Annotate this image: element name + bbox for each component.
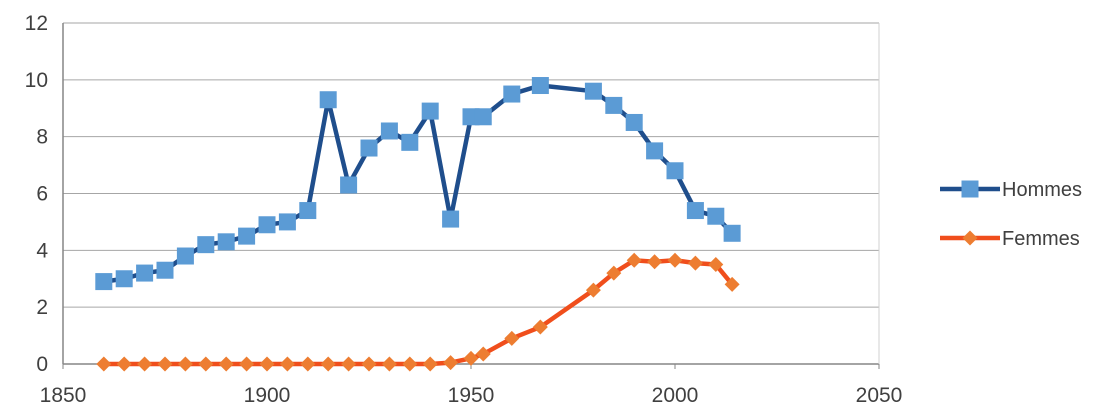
data-point <box>585 282 601 298</box>
legend: Hommes Femmes <box>940 179 1082 250</box>
y-tick-label: 6 <box>36 183 48 206</box>
data-point <box>606 265 622 281</box>
data-point <box>176 247 194 265</box>
x-tick-label: 2000 <box>652 384 699 407</box>
y-tick-label: 8 <box>36 126 48 149</box>
data-point <box>197 236 215 254</box>
data-point <box>340 176 358 194</box>
data-point <box>584 82 602 100</box>
data-point <box>402 356 418 372</box>
x-tick-label: 1850 <box>40 384 87 407</box>
data-point <box>198 356 214 372</box>
data-point <box>258 216 276 234</box>
data-point <box>475 346 491 362</box>
data-point <box>666 162 684 180</box>
x-tick-label: 2050 <box>856 384 903 407</box>
data-point <box>647 254 663 270</box>
data-point <box>239 356 255 372</box>
data-point <box>380 122 398 140</box>
data-point <box>723 224 741 242</box>
data-point <box>217 233 235 251</box>
data-point <box>299 202 317 220</box>
legend-marker <box>961 180 979 198</box>
data-point <box>319 91 337 109</box>
data-point <box>442 210 460 228</box>
data-point <box>625 113 643 131</box>
tick-labels: 0 2 4 6 8 10 12 1850 1900 1950 2000 2050 <box>25 12 903 407</box>
data-point <box>422 356 438 372</box>
gridlines <box>63 22 879 308</box>
data-point <box>278 213 296 231</box>
data-point <box>421 102 439 120</box>
data-point <box>503 85 521 103</box>
data-point <box>136 264 154 282</box>
y-tick-label: 4 <box>36 239 48 262</box>
legend-label: Femmes <box>1002 228 1080 250</box>
data-point <box>238 227 256 245</box>
data-point <box>177 356 193 372</box>
data-point <box>531 77 549 95</box>
axes <box>62 23 880 369</box>
data-point <box>686 202 704 220</box>
legend-item-hommes: Hommes <box>940 179 1082 201</box>
data-point <box>381 356 397 372</box>
y-tick-label: 10 <box>25 69 48 92</box>
data-point <box>707 207 725 225</box>
legend-label: Hommes <box>1002 179 1082 201</box>
data-point <box>157 356 173 372</box>
data-point <box>463 350 479 366</box>
data-point <box>504 330 520 346</box>
data-point <box>401 133 419 151</box>
x-tick-label: 1950 <box>448 384 495 407</box>
data-point <box>341 356 357 372</box>
legend-item-femmes: Femmes <box>940 228 1080 250</box>
data-point <box>320 356 336 372</box>
legend-marker <box>962 230 978 246</box>
data-point <box>361 356 377 372</box>
data-point <box>443 355 459 371</box>
data-point <box>667 252 683 268</box>
y-tick-label: 2 <box>36 296 48 319</box>
data-point <box>708 257 724 273</box>
data-point <box>115 270 133 288</box>
data-point <box>95 273 113 291</box>
data-point <box>156 261 174 279</box>
data-point <box>259 356 275 372</box>
data-point <box>724 276 740 292</box>
data-point <box>646 142 664 160</box>
data-point <box>137 356 153 372</box>
series-line-femmes <box>103 258 734 367</box>
data-point <box>532 319 548 335</box>
data-point <box>218 356 234 372</box>
data-point <box>96 356 112 372</box>
series-hommes <box>95 77 741 291</box>
series-femmes <box>96 252 740 372</box>
data-point <box>279 356 295 372</box>
series-layer <box>95 77 741 372</box>
data-point <box>360 139 378 157</box>
data-point <box>687 255 703 271</box>
y-tick-label: 12 <box>25 12 48 35</box>
x-tick-label: 1900 <box>244 384 291 407</box>
y-tick-label: 0 <box>36 353 48 376</box>
data-point <box>116 356 132 372</box>
data-point <box>626 252 642 268</box>
data-point <box>474 108 492 126</box>
data-point <box>300 356 316 372</box>
data-point <box>605 96 623 114</box>
